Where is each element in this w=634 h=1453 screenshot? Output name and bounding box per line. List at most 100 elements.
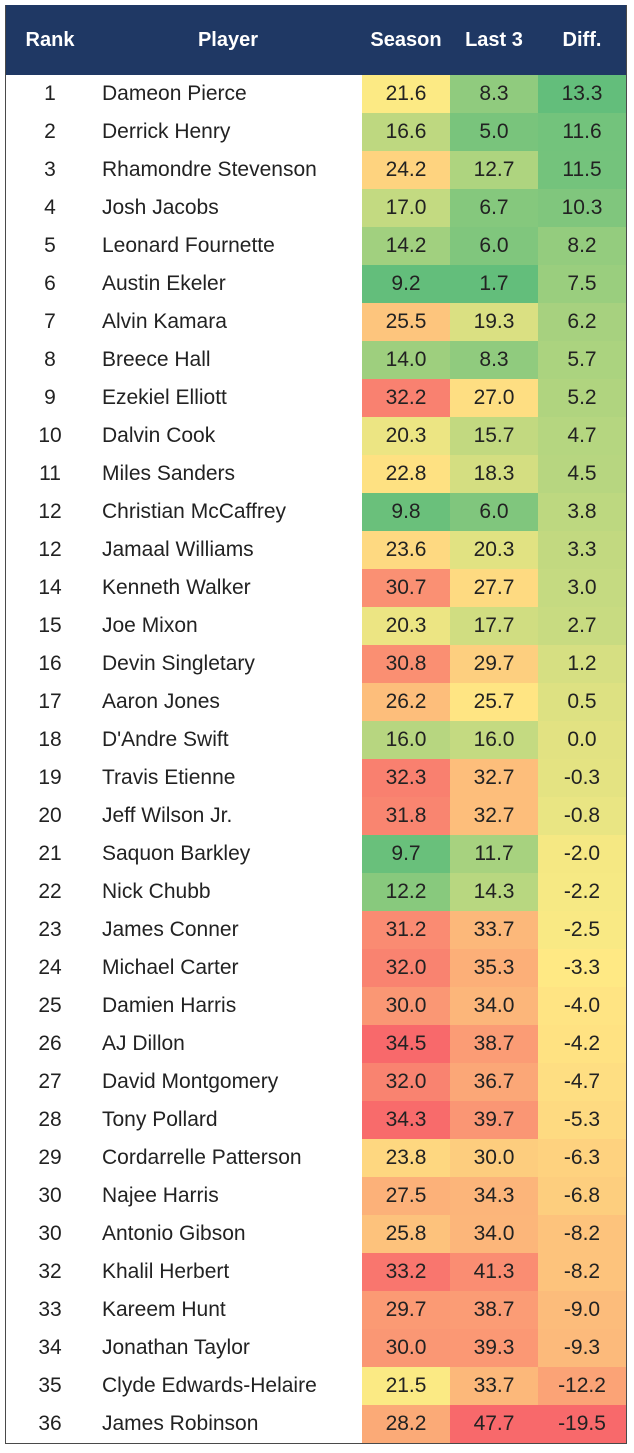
rank-cell: 5 bbox=[44, 234, 56, 257]
player-cell: Josh Jacobs bbox=[102, 196, 219, 219]
diff-cell: -3.3 bbox=[538, 949, 626, 987]
last3-cell: 47.7 bbox=[450, 1405, 538, 1443]
table-row: 9 Ezekiel Elliott 32.2 27.0 5.2 bbox=[6, 379, 626, 417]
table-row: 12 Jamaal Williams 23.6 20.3 3.3 bbox=[6, 531, 626, 569]
diff-cell: 13.3 bbox=[538, 75, 626, 113]
player-cell: Austin Ekeler bbox=[102, 272, 226, 295]
player-cell: Dalvin Cook bbox=[102, 424, 216, 447]
ranking-table: Rank Player Season Last 3 Diff. 1 Dameon … bbox=[5, 5, 627, 1444]
table-row: 35 Clyde Edwards-Helaire 21.5 33.7 -12.2 bbox=[6, 1367, 626, 1405]
player-cell: Derrick Henry bbox=[102, 120, 231, 143]
rank-cell: 15 bbox=[38, 614, 62, 637]
rank-cell: 33 bbox=[38, 1298, 62, 1321]
diff-cell: -2.2 bbox=[538, 873, 626, 911]
diff-cell: 11.6 bbox=[538, 113, 626, 151]
table-row: 18 D'Andre Swift 16.0 16.0 0.0 bbox=[6, 721, 626, 759]
table-row: 36 James Robinson 28.2 47.7 -19.5 bbox=[6, 1405, 626, 1443]
season-cell: 28.2 bbox=[362, 1405, 450, 1443]
rank-cell: 8 bbox=[44, 348, 56, 371]
table-row: 24 Michael Carter 32.0 35.3 -3.3 bbox=[6, 949, 626, 987]
table-row: 29 Cordarrelle Patterson 23.8 30.0 -6.3 bbox=[6, 1139, 626, 1177]
rank-cell: 26 bbox=[38, 1032, 62, 1055]
rank-cell: 12 bbox=[38, 500, 62, 523]
rank-cell: 18 bbox=[38, 728, 62, 751]
rank-cell: 14 bbox=[38, 576, 62, 599]
table-row: 6 Austin Ekeler 9.2 1.7 7.5 bbox=[6, 265, 626, 303]
player-cell: Michael Carter bbox=[102, 956, 239, 979]
rank-cell: 20 bbox=[38, 804, 62, 827]
diff-cell: -6.3 bbox=[538, 1139, 626, 1177]
last3-cell: 5.0 bbox=[450, 113, 538, 151]
table-row: 5 Leonard Fournette 14.2 6.0 8.2 bbox=[6, 227, 626, 265]
player-cell: Tony Pollard bbox=[102, 1108, 218, 1131]
header-diff: Diff. bbox=[562, 28, 602, 51]
diff-cell: 5.7 bbox=[538, 341, 626, 379]
header-season: Season bbox=[370, 28, 442, 51]
diff-cell: -8.2 bbox=[538, 1253, 626, 1291]
player-cell: James Conner bbox=[102, 918, 239, 941]
season-cell: 32.0 bbox=[362, 949, 450, 987]
diff-cell: -9.3 bbox=[538, 1329, 626, 1367]
diff-cell: -5.3 bbox=[538, 1101, 626, 1139]
diff-cell: -0.3 bbox=[538, 759, 626, 797]
season-cell: 12.2 bbox=[362, 873, 450, 911]
last3-cell: 11.7 bbox=[450, 835, 538, 873]
diff-cell: -6.8 bbox=[538, 1177, 626, 1215]
season-cell: 30.7 bbox=[362, 569, 450, 607]
table-row: 19 Travis Etienne 32.3 32.7 -0.3 bbox=[6, 759, 626, 797]
last3-cell: 32.7 bbox=[450, 797, 538, 835]
player-cell: Nick Chubb bbox=[102, 880, 211, 903]
last3-cell: 29.7 bbox=[450, 645, 538, 683]
player-cell: Aaron Jones bbox=[102, 690, 220, 713]
table-row: 15 Joe Mixon 20.3 17.7 2.7 bbox=[6, 607, 626, 645]
season-cell: 21.6 bbox=[362, 75, 450, 113]
last3-cell: 38.7 bbox=[450, 1291, 538, 1329]
last3-cell: 12.7 bbox=[450, 151, 538, 189]
table-row: 12 Christian McCaffrey 9.8 6.0 3.8 bbox=[6, 493, 626, 531]
rank-cell: 17 bbox=[38, 690, 62, 713]
rank-cell: 9 bbox=[44, 386, 56, 409]
last3-cell: 1.7 bbox=[450, 265, 538, 303]
last3-cell: 35.3 bbox=[450, 949, 538, 987]
season-cell: 22.8 bbox=[362, 455, 450, 493]
season-cell: 34.3 bbox=[362, 1101, 450, 1139]
rank-cell: 2 bbox=[44, 120, 56, 143]
rank-cell: 25 bbox=[38, 994, 62, 1017]
table-row: 2 Derrick Henry 16.6 5.0 11.6 bbox=[6, 113, 626, 151]
player-cell: Devin Singletary bbox=[102, 652, 255, 675]
table-row: 33 Kareem Hunt 29.7 38.7 -9.0 bbox=[6, 1291, 626, 1329]
player-cell: Kenneth Walker bbox=[102, 576, 251, 599]
season-cell: 23.6 bbox=[362, 531, 450, 569]
header-rank: Rank bbox=[25, 28, 75, 51]
season-cell: 23.8 bbox=[362, 1139, 450, 1177]
diff-cell: 4.7 bbox=[538, 417, 626, 455]
rank-cell: 29 bbox=[38, 1146, 62, 1169]
season-cell: 30.8 bbox=[362, 645, 450, 683]
diff-cell: 1.2 bbox=[538, 645, 626, 683]
table-row: 25 Damien Harris 30.0 34.0 -4.0 bbox=[6, 987, 626, 1025]
player-cell: Kareem Hunt bbox=[102, 1298, 226, 1321]
rank-cell: 22 bbox=[38, 880, 62, 903]
table-row: 30 Najee Harris 27.5 34.3 -6.8 bbox=[6, 1177, 626, 1215]
rank-cell: 11 bbox=[39, 462, 61, 485]
rank-cell: 32 bbox=[38, 1260, 62, 1283]
table-body: 1 Dameon Pierce 21.6 8.3 13.3 2 Derrick Henry 1… bbox=[6, 75, 626, 1443]
last3-cell: 15.7 bbox=[450, 417, 538, 455]
season-cell: 32.0 bbox=[362, 1063, 450, 1101]
player-cell: Jeff Wilson Jr. bbox=[102, 804, 233, 827]
table-row: 32 Khalil Herbert 33.2 41.3 -8.2 bbox=[6, 1253, 626, 1291]
player-cell: Damien Harris bbox=[102, 994, 237, 1017]
player-cell: Miles Sanders bbox=[102, 462, 236, 485]
season-cell: 34.5 bbox=[362, 1025, 450, 1063]
diff-cell: 6.2 bbox=[538, 303, 626, 341]
table-row: 23 James Conner 31.2 33.7 -2.5 bbox=[6, 911, 626, 949]
last3-cell: 32.7 bbox=[450, 759, 538, 797]
player-cell: Dameon Pierce bbox=[102, 82, 247, 105]
player-cell: Jamaal Williams bbox=[102, 538, 254, 561]
table-header: Rank Player Season Last 3 Diff. bbox=[6, 5, 626, 75]
diff-cell: 8.2 bbox=[538, 227, 626, 265]
table-row: 7 Alvin Kamara 25.5 19.3 6.2 bbox=[6, 303, 626, 341]
player-cell: Jonathan Taylor bbox=[102, 1336, 250, 1359]
season-cell: 32.2 bbox=[362, 379, 450, 417]
table-row: 21 Saquon Barkley 9.7 11.7 -2.0 bbox=[6, 835, 626, 873]
